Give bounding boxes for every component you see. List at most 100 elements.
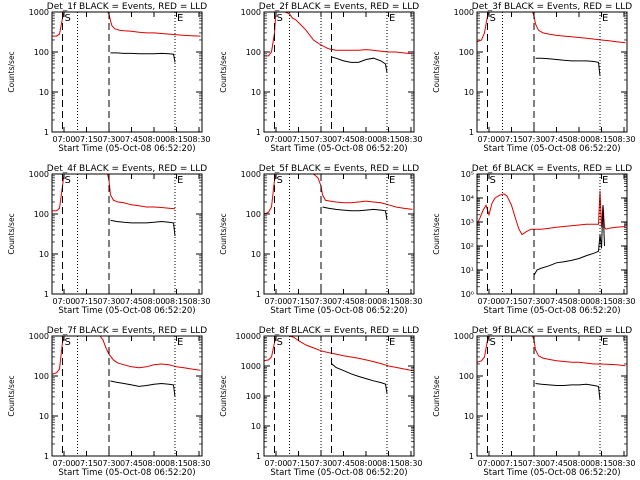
x-tick-label: 08:00 (142, 297, 165, 306)
x-tick-label: 07:30 (97, 459, 120, 468)
x-tick-label: 07:00 (52, 135, 75, 144)
marker-label: E (389, 175, 395, 186)
x-tick-label: 07:30 (522, 297, 545, 306)
x-tick-label: 07:30 (309, 135, 332, 144)
x-axis-label: Start Time (05-Oct-08 06:52:20) (58, 144, 195, 154)
y-tick-label: 10 (251, 250, 261, 259)
marker-label: S (277, 13, 283, 24)
x-tick-label: 08:15 (165, 135, 188, 144)
y-tick-label: 1 (469, 452, 474, 461)
x-tick-label: 07:45 (545, 297, 568, 306)
panel-title: Det_7f BLACK = Events, RED = LLD (47, 326, 207, 336)
x-axis-label: Start Time (05-Oct-08 06:52:20) (58, 468, 195, 478)
x-tick-label: 07:00 (264, 297, 287, 306)
y-tick-label: 10⁰ (461, 290, 474, 299)
x-tick-label: 08:15 (165, 459, 188, 468)
x-tick-label: 07:15 (75, 135, 98, 144)
panel-title: Det_4f BLACK = Events, RED = LLD (47, 164, 207, 174)
x-tick-label: 07:30 (97, 135, 120, 144)
y-axis-label: Counts/sec (432, 375, 441, 416)
x-tick-label: 07:00 (52, 297, 75, 306)
x-tick-label: 08:30 (612, 135, 635, 144)
y-tick-label: 1000 (29, 8, 49, 17)
black-series-line (110, 380, 176, 397)
x-tick-label: 07:15 (500, 459, 523, 468)
black-series-line (331, 363, 388, 394)
y-axis-label: Counts/sec (432, 51, 441, 92)
y-tick-label: 1000 (454, 8, 474, 17)
x-axis-label: Start Time (05-Oct-08 06:52:20) (270, 144, 407, 154)
marker-label: E (177, 175, 183, 186)
marker-label: S (490, 337, 496, 348)
y-axis-label: Counts/sec (7, 213, 16, 254)
x-tick-label: 07:30 (522, 459, 545, 468)
x-tick-label: 07:45 (120, 135, 143, 144)
marker-label: E (389, 337, 395, 348)
panel-title: Det_3f BLACK = Events, RED = LLD (472, 2, 632, 12)
y-axis-label: Counts/sec (219, 213, 228, 254)
marker-label: S (490, 175, 496, 186)
x-tick-label: 07:15 (75, 297, 98, 306)
marker-label: S (277, 175, 283, 186)
x-tick-label: 07:00 (477, 297, 500, 306)
y-tick-label: 10⁵ (461, 170, 474, 179)
y-tick-label: 1 (256, 290, 261, 299)
x-tick-label: 08:00 (142, 459, 165, 468)
y-tick-label: 1 (44, 128, 49, 137)
x-tick-label: 07:00 (264, 135, 287, 144)
x-tick-label: 07:30 (97, 297, 120, 306)
marker-label: E (602, 175, 608, 186)
y-tick-label: 100 (459, 372, 474, 381)
y-tick-label: 10⁴ (461, 194, 474, 203)
marker-label: S (65, 13, 71, 24)
x-tick-label: 08:15 (590, 297, 613, 306)
x-axis-label: Start Time (05-Oct-08 06:52:20) (270, 468, 407, 478)
plot-frame (476, 173, 628, 295)
y-tick-label: 1 (469, 128, 474, 137)
plot-frame (476, 335, 628, 457)
black-series-line (535, 383, 601, 401)
x-tick-label: 08:15 (590, 135, 613, 144)
x-tick-label: 08:30 (399, 135, 422, 144)
y-tick-label: 10² (461, 242, 474, 251)
x-tick-label: 08:00 (567, 135, 590, 144)
x-tick-label: 07:00 (52, 459, 75, 468)
y-tick-label: 100 (34, 372, 49, 381)
x-tick-label: 07:45 (120, 459, 143, 468)
x-tick-label: 08:00 (354, 135, 377, 144)
marker-label: E (177, 337, 183, 348)
panel-title: Det_1f BLACK = Events, RED = LLD (47, 2, 207, 12)
panel-title: Det_6f BLACK = Events, RED = LLD (472, 164, 632, 174)
y-axis-label: Counts/sec (7, 51, 16, 92)
x-tick-label: 08:00 (142, 135, 165, 144)
x-tick-label: 08:30 (399, 297, 422, 306)
plot-frame (51, 11, 203, 133)
x-tick-label: 07:30 (522, 135, 545, 144)
y-tick-label: 1000 (29, 170, 49, 179)
y-tick-label: 10 (39, 412, 49, 421)
panel-title: Det_8f BLACK = Events, RED = LLD (259, 326, 419, 336)
y-tick-label: 100 (34, 48, 49, 57)
y-tick-label: 100 (459, 48, 474, 57)
plot-frame (51, 173, 203, 295)
y-tick-label: 1000 (241, 8, 261, 17)
x-tick-label: 07:30 (309, 459, 332, 468)
y-axis-label: Counts/sec (219, 51, 228, 92)
panel-title: Det_9f BLACK = Events, RED = LLD (472, 326, 632, 336)
marker-label: S (277, 337, 283, 348)
y-tick-label: 1000 (241, 170, 261, 179)
marker-label: E (177, 13, 183, 24)
y-tick-label: 100 (246, 210, 261, 219)
y-axis-label: Counts/sec (7, 375, 16, 416)
x-tick-label: 08:15 (377, 135, 400, 144)
y-axis-label: Counts/sec (432, 213, 441, 254)
black-series-line (331, 56, 388, 73)
plot-frame (263, 335, 415, 457)
x-tick-label: 08:15 (377, 297, 400, 306)
y-tick-label: 100 (246, 48, 261, 57)
plot-frame (51, 335, 203, 457)
x-tick-label: 08:30 (612, 459, 635, 468)
